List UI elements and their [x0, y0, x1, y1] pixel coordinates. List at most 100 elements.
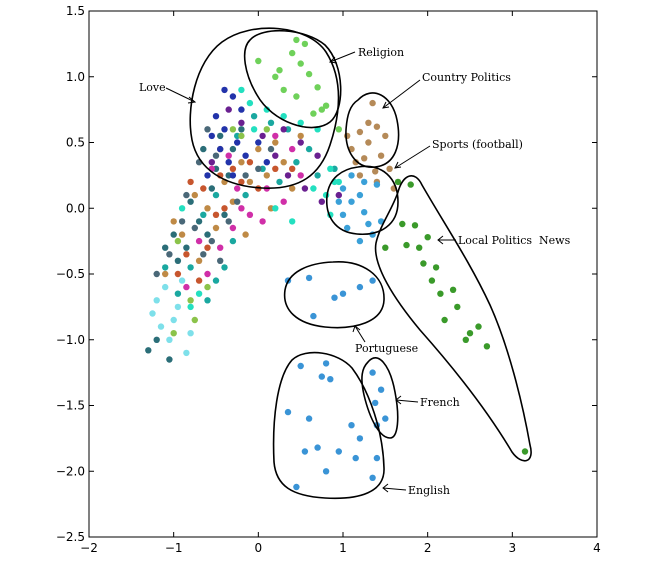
data-point: [382, 244, 389, 251]
data-point: [174, 237, 182, 245]
data-point: [229, 165, 237, 172]
data-point: [174, 290, 182, 297]
points-layer: [145, 36, 529, 491]
x-tick-label: −1: [165, 541, 183, 555]
data-point: [166, 356, 173, 363]
data-point: [204, 270, 211, 278]
data-point: [272, 152, 279, 159]
data-point: [314, 84, 321, 91]
region-english-outline: [272, 351, 385, 500]
data-point: [301, 448, 309, 455]
data-point: [454, 303, 461, 311]
data-point: [170, 218, 177, 225]
data-point: [200, 251, 207, 258]
data-point: [322, 102, 330, 109]
data-point: [174, 270, 182, 278]
data-point: [424, 234, 431, 241]
data-point: [212, 277, 220, 284]
data-point: [352, 454, 359, 462]
data-point: [225, 218, 232, 225]
data-point: [178, 231, 186, 238]
data-point: [221, 264, 228, 271]
data-point: [293, 159, 300, 166]
arrowhead-english: [382, 483, 389, 493]
data-point: [225, 159, 232, 166]
data-point: [297, 139, 304, 146]
data-point: [238, 106, 245, 113]
label-love: Love: [139, 81, 166, 94]
data-point: [289, 145, 296, 153]
data-point: [246, 178, 254, 186]
data-point: [272, 139, 279, 146]
data-point: [297, 60, 304, 67]
data-point: [263, 159, 270, 166]
arrowhead-sports: [394, 161, 402, 169]
data-point: [208, 185, 215, 192]
arrowhead-love: [187, 96, 197, 104]
data-point: [212, 191, 220, 199]
data-point: [276, 67, 283, 74]
data-point: [225, 106, 232, 113]
data-point: [191, 224, 198, 232]
data-point: [475, 323, 482, 330]
data-point: [432, 264, 440, 271]
data-point: [335, 126, 342, 133]
data-point: [377, 152, 385, 159]
data-point: [462, 336, 469, 343]
data-point: [293, 93, 300, 100]
data-point: [521, 448, 529, 455]
data-point: [284, 172, 292, 179]
data-point: [365, 139, 372, 146]
data-point: [361, 155, 368, 162]
data-point: [200, 145, 207, 153]
data-point: [174, 257, 182, 264]
data-point: [369, 99, 376, 107]
data-point: [153, 297, 160, 304]
arrow-love: [165, 87, 196, 103]
data-point: [255, 139, 262, 146]
data-point: [191, 191, 198, 199]
data-point: [416, 244, 423, 251]
data-point: [221, 211, 228, 218]
y-tick-label: 1.5: [66, 4, 85, 18]
data-point: [162, 244, 169, 251]
data-point: [187, 297, 194, 304]
data-point: [280, 113, 287, 120]
data-point: [217, 257, 224, 264]
data-point: [153, 336, 160, 343]
data-point: [212, 211, 220, 218]
data-point: [411, 222, 419, 229]
data-point: [348, 422, 355, 429]
data-point: [229, 93, 237, 100]
data-point: [365, 119, 372, 127]
arrowhead-country-politics: [382, 101, 390, 109]
region-religion-outline: [243, 30, 342, 129]
data-point: [322, 468, 330, 475]
data-point: [382, 132, 389, 140]
data-point: [314, 444, 321, 451]
data-point: [217, 145, 224, 153]
data-point: [449, 286, 457, 293]
data-point: [255, 57, 262, 65]
data-point: [352, 159, 359, 166]
data-point: [293, 483, 300, 491]
x-tick-label: 4: [593, 541, 601, 555]
data-point: [229, 224, 237, 232]
data-point: [204, 297, 211, 304]
data-point: [369, 369, 376, 376]
data-point: [183, 349, 190, 357]
region-love-outline: [189, 27, 340, 189]
data-point: [361, 209, 368, 216]
data-point: [170, 316, 177, 324]
label-sports-football: Sports (football): [432, 138, 523, 151]
y-tick-label: −2.5: [56, 530, 85, 544]
data-point: [162, 270, 169, 278]
data-point: [238, 159, 245, 166]
annotation-labels: Religion Love Country Politics Sports (f…: [139, 46, 571, 497]
data-point: [170, 231, 177, 238]
arrowhead-portuguese: [352, 325, 361, 333]
data-point: [293, 36, 300, 44]
data-point: [183, 244, 190, 251]
data-point: [212, 224, 220, 232]
label-religion: Religion: [358, 46, 404, 59]
